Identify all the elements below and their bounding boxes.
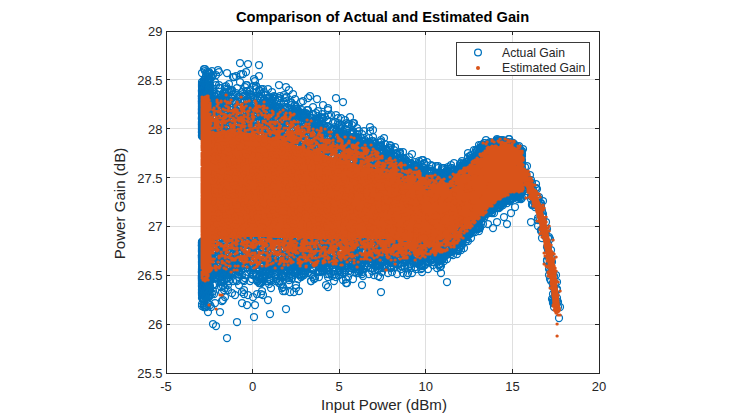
svg-text:10: 10 bbox=[419, 379, 433, 394]
svg-text:Comparison of Actual and Estim: Comparison of Actual and Estimated Gain bbox=[236, 9, 529, 25]
svg-text:26: 26 bbox=[148, 317, 162, 332]
svg-text:26.5: 26.5 bbox=[137, 268, 162, 283]
svg-text:Power Gain (dB): Power Gain (dB) bbox=[111, 148, 128, 260]
svg-text:15: 15 bbox=[505, 379, 519, 394]
svg-text:20: 20 bbox=[592, 379, 606, 394]
svg-text:28: 28 bbox=[148, 122, 162, 137]
svg-text:27.5: 27.5 bbox=[137, 171, 162, 186]
svg-text:Actual Gain: Actual Gain bbox=[502, 46, 565, 60]
svg-text:Estimated Gain: Estimated Gain bbox=[502, 61, 585, 75]
svg-text:Input Power (dBm): Input Power (dBm) bbox=[321, 396, 447, 413]
svg-text:28.5: 28.5 bbox=[137, 73, 162, 88]
svg-text:25.5: 25.5 bbox=[137, 366, 162, 381]
svg-text:27: 27 bbox=[148, 219, 162, 234]
svg-text:-5: -5 bbox=[160, 379, 172, 394]
svg-text:0: 0 bbox=[249, 379, 256, 394]
svg-text:5: 5 bbox=[336, 379, 343, 394]
svg-text:29: 29 bbox=[148, 24, 162, 39]
